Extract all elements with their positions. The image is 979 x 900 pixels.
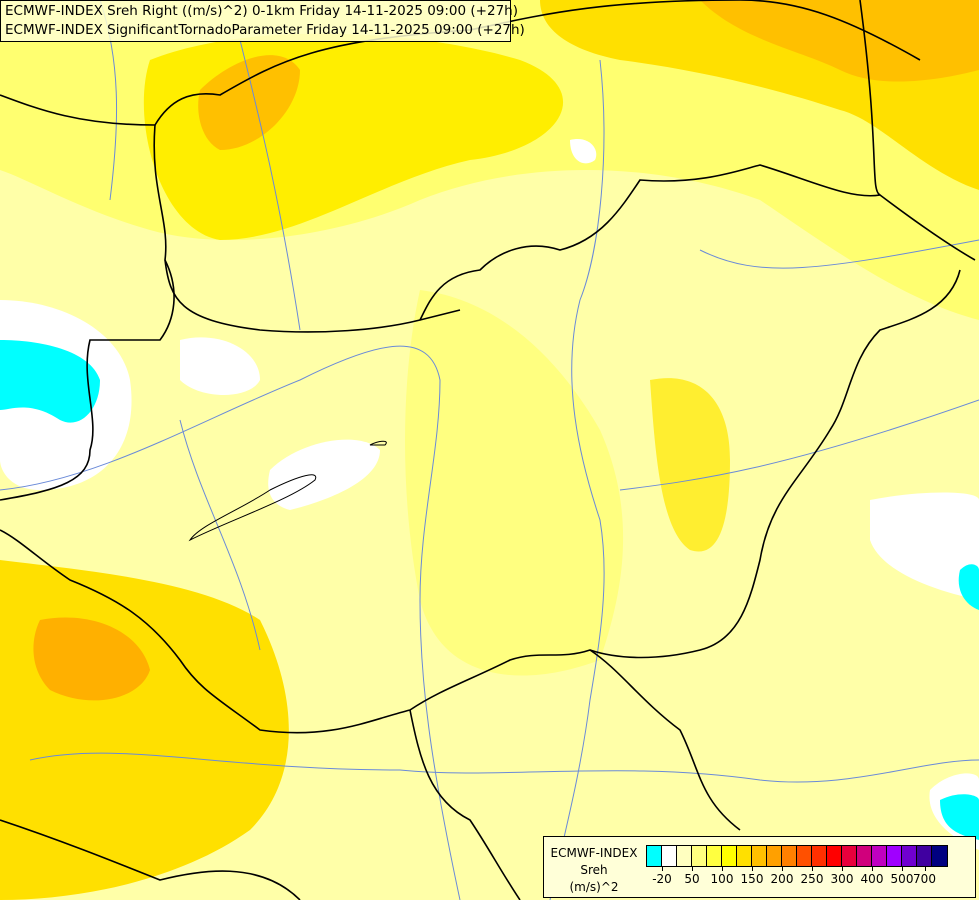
legend-swatch: [677, 846, 692, 866]
legend-tick: [692, 866, 693, 871]
legend-swatch: [827, 846, 842, 866]
legend-tick-label: 300: [830, 872, 854, 886]
legend-tick-label: 400: [860, 872, 884, 886]
legend-tick-label: 250: [800, 872, 824, 886]
legend-tick: [924, 866, 926, 871]
legend-tick-label: 700: [913, 872, 936, 886]
legend-tick: [842, 866, 843, 871]
legend-tick: [722, 866, 723, 871]
legend-parameter: Sreh: [580, 863, 608, 877]
legend-tick: [872, 866, 873, 871]
legend-swatch: [707, 846, 722, 866]
legend-swatch: [737, 846, 752, 866]
legend-swatch: [812, 846, 827, 866]
legend-swatch: [722, 846, 737, 866]
legend-swatch: [797, 846, 812, 866]
legend-swatch: [872, 846, 887, 866]
legend-swatch: [842, 846, 857, 866]
legend-tick: [902, 866, 903, 871]
legend-swatch: [917, 846, 932, 866]
legend-tick-label: 200: [770, 872, 794, 886]
legend-swatch: [647, 846, 662, 866]
color-legend: ECMWF-INDEX Sreh (m/s)^2 -20 50 100 150 200 2…: [543, 836, 976, 898]
legend-swatch: [902, 846, 917, 866]
legend-tick: [782, 866, 783, 871]
map-title-box: ECMWF-INDEX Sreh Right ((m/s)^2) 0-1km F…: [0, 0, 525, 42]
legend-tick-label: 50: [684, 872, 700, 886]
legend-tick: [662, 866, 663, 871]
legend-swatch: [752, 846, 767, 866]
legend-swatch: [887, 846, 902, 866]
legend-swatch: [932, 846, 947, 866]
legend-tick: [812, 866, 813, 871]
map-title-line1: ECMWF-INDEX Sreh Right ((m/s)^2) 0-1km F…: [5, 3, 518, 19]
legend-tick-label: 500: [890, 872, 914, 886]
legend-label: ECMWF-INDEX Sreh (m/s)^2: [544, 845, 644, 896]
legend-swatch: [782, 846, 797, 866]
legend-model: ECMWF-INDEX: [550, 846, 638, 860]
map-title-line2: ECMWF-INDEX SignificantTornadoParameter …: [5, 22, 525, 38]
legend-swatch: [662, 846, 677, 866]
legend-unit: (m/s)^2: [569, 880, 619, 894]
legend-swatches: [646, 845, 948, 867]
legend-tick-label: 150: [740, 872, 764, 886]
legend-tick: [752, 866, 753, 871]
legend-swatch: [857, 846, 872, 866]
legend-tick-label: -20: [652, 872, 672, 886]
legend-tick-label: 100: [710, 872, 734, 886]
legend-swatch: [767, 846, 782, 866]
legend-swatch: [692, 846, 707, 866]
